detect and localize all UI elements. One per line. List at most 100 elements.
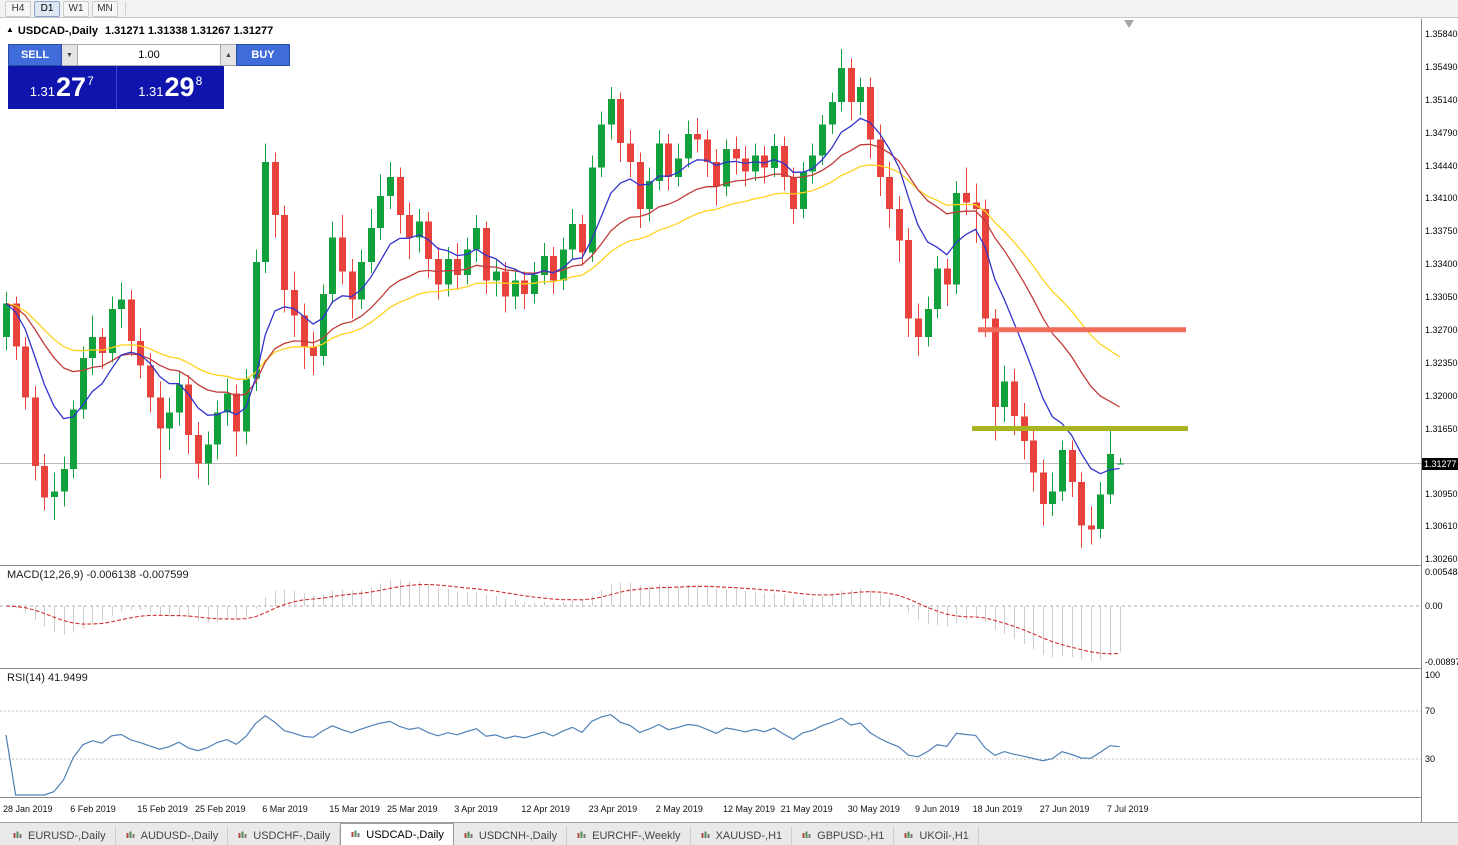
chart-tab-usdcad-daily[interactable]: USDCAD-,Daily <box>340 823 454 845</box>
volume-input[interactable] <box>77 44 221 66</box>
time-axis-label: 21 May 2019 <box>780 804 833 814</box>
chart-shift-marker[interactable] <box>1124 20 1134 28</box>
rsi-pane[interactable] <box>0 669 1421 797</box>
volume-down-button[interactable]: ▼ <box>62 44 77 66</box>
ma-line-21 <box>5 143 1120 408</box>
candle-body <box>70 409 77 469</box>
candle-body <box>166 412 173 429</box>
candle-body <box>704 139 711 163</box>
candle-body <box>915 318 922 338</box>
candle-body <box>329 237 336 294</box>
candle-body <box>349 271 356 300</box>
chart-tab-eurusd-daily[interactable]: EURUSD-,Daily <box>3 826 116 845</box>
candle-body <box>406 214 413 238</box>
candle-body <box>368 228 375 262</box>
candle-body <box>1088 525 1095 530</box>
candle-body <box>541 256 548 275</box>
chart-tab-eurchf-weekly[interactable]: EURCHF-,Weekly <box>567 826 691 845</box>
chart-tab-gbpusd-h1[interactable]: GBPUSD-,H1 <box>792 826 895 845</box>
one-click-trading-panel: SELL ▼ ▲ BUY 1.31 27 7 1.31 29 8 <box>8 44 290 109</box>
candle-body <box>694 133 701 140</box>
candle-body <box>195 435 202 464</box>
macd-indicator-label: MACD(12,26,9) -0.006138 -0.007599 <box>7 569 189 581</box>
candle-body <box>886 177 893 210</box>
candle-body <box>1097 494 1104 530</box>
time-axis-label: 25 Mar 2019 <box>387 804 438 814</box>
timeframe-button-d1[interactable]: D1 <box>34 0 60 17</box>
time-axis-label: 6 Feb 2019 <box>70 804 116 814</box>
macd-tick-label: 0.00 <box>1425 601 1443 612</box>
pane-separator[interactable] <box>0 565 1421 566</box>
candle-body <box>877 139 884 178</box>
candle-body <box>896 209 903 241</box>
one-click-collapse-icon[interactable]: ▲ <box>6 25 14 34</box>
macd-pane[interactable] <box>0 566 1421 668</box>
chart-tab-audusd-daily[interactable]: AUDUSD-,Daily <box>116 826 229 845</box>
chart-tab-icon <box>125 830 136 841</box>
time-axis-label: 7 Jul 2019 <box>1107 804 1149 814</box>
price-tick-label: 1.30950 <box>1425 489 1458 500</box>
chart-tab-label: EURCHF-,Weekly <box>592 829 681 842</box>
candle-body <box>598 124 605 168</box>
candle-body <box>214 412 221 445</box>
pane-separator[interactable] <box>0 797 1421 798</box>
sell-price-pip: 7 <box>87 74 94 88</box>
candle-body <box>742 158 749 172</box>
candle-body <box>224 393 231 413</box>
candle-body <box>1059 450 1066 492</box>
candle-body <box>445 259 452 285</box>
chart-tab-ukoil-h1[interactable]: UKOil-,H1 <box>894 826 979 845</box>
price-tick-label: 1.35840 <box>1425 29 1458 40</box>
tabbar-separator <box>0 822 1458 823</box>
candle-body <box>3 303 10 338</box>
candle-body <box>473 228 480 250</box>
timeframe-button-h4[interactable]: H4 <box>5 0 31 17</box>
macd-histogram <box>15 579 1122 661</box>
chart-tab-usdcnh-daily[interactable]: USDCNH-,Daily <box>454 826 568 845</box>
candle-body <box>521 280 528 294</box>
candle-body <box>905 240 912 319</box>
macd-signal-line <box>5 583 1120 655</box>
time-axis-label: 30 May 2019 <box>847 804 900 814</box>
candle-body <box>589 167 596 253</box>
ohlc-readout: 1.31271 1.31338 1.31267 1.31277 <box>105 25 274 37</box>
price-scale[interactable]: 1.31277 1.35840 1.35490 1.35140 1.34790 1.34… <box>1421 19 1458 822</box>
time-axis[interactable]: 28 Jan 2019 6 Feb 2019 15 Feb 2019 25 Feb 2… <box>0 798 1421 822</box>
candle-body <box>1011 381 1018 417</box>
candle-body <box>51 491 58 498</box>
sell-price-button[interactable]: 1.31 27 7 <box>8 66 116 109</box>
price-chart-pane[interactable] <box>0 19 1421 565</box>
chart-tab-label: USDCHF-,Daily <box>253 829 331 842</box>
candle-body <box>253 261 260 379</box>
candle-body <box>205 444 212 464</box>
candle-body <box>733 148 740 159</box>
candle-body <box>358 261 365 300</box>
candle-body <box>560 249 567 281</box>
buy-button[interactable]: BUY <box>236 44 290 66</box>
candle-body <box>781 146 788 178</box>
price-tick-label: 1.34790 <box>1425 127 1458 138</box>
chart-tab-icon <box>801 830 812 841</box>
volume-up-button[interactable]: ▲ <box>221 44 236 66</box>
chart-tab-xauusd-h1[interactable]: XAUUSD-,H1 <box>691 826 793 845</box>
candle-body <box>397 177 404 215</box>
candle-body <box>176 384 183 413</box>
sell-price-big: 27 <box>56 72 87 102</box>
candle-body <box>569 224 576 250</box>
pane-separator[interactable] <box>0 668 1421 669</box>
buy-price-button[interactable]: 1.31 29 8 <box>115 66 225 109</box>
candles-layer <box>3 49 1124 549</box>
timeframe-button-mn[interactable]: MN <box>92 0 118 17</box>
chart-tab-icon <box>463 830 474 841</box>
candle-body <box>483 228 490 281</box>
candle-body <box>32 397 39 467</box>
candle-body <box>118 299 125 309</box>
timeframe-button-w1[interactable]: W1 <box>63 0 89 17</box>
sell-button[interactable]: SELL <box>8 44 62 66</box>
candle-body <box>1069 450 1076 483</box>
chart-tab-usdchf-daily[interactable]: USDCHF-,Daily <box>228 826 341 845</box>
candle-body <box>1107 453 1114 495</box>
price-tick-label: 1.35140 <box>1425 94 1458 105</box>
chart-tab-icon <box>237 830 248 841</box>
timeframe-toolbar: H4 D1 W1 MN <box>0 0 1458 18</box>
